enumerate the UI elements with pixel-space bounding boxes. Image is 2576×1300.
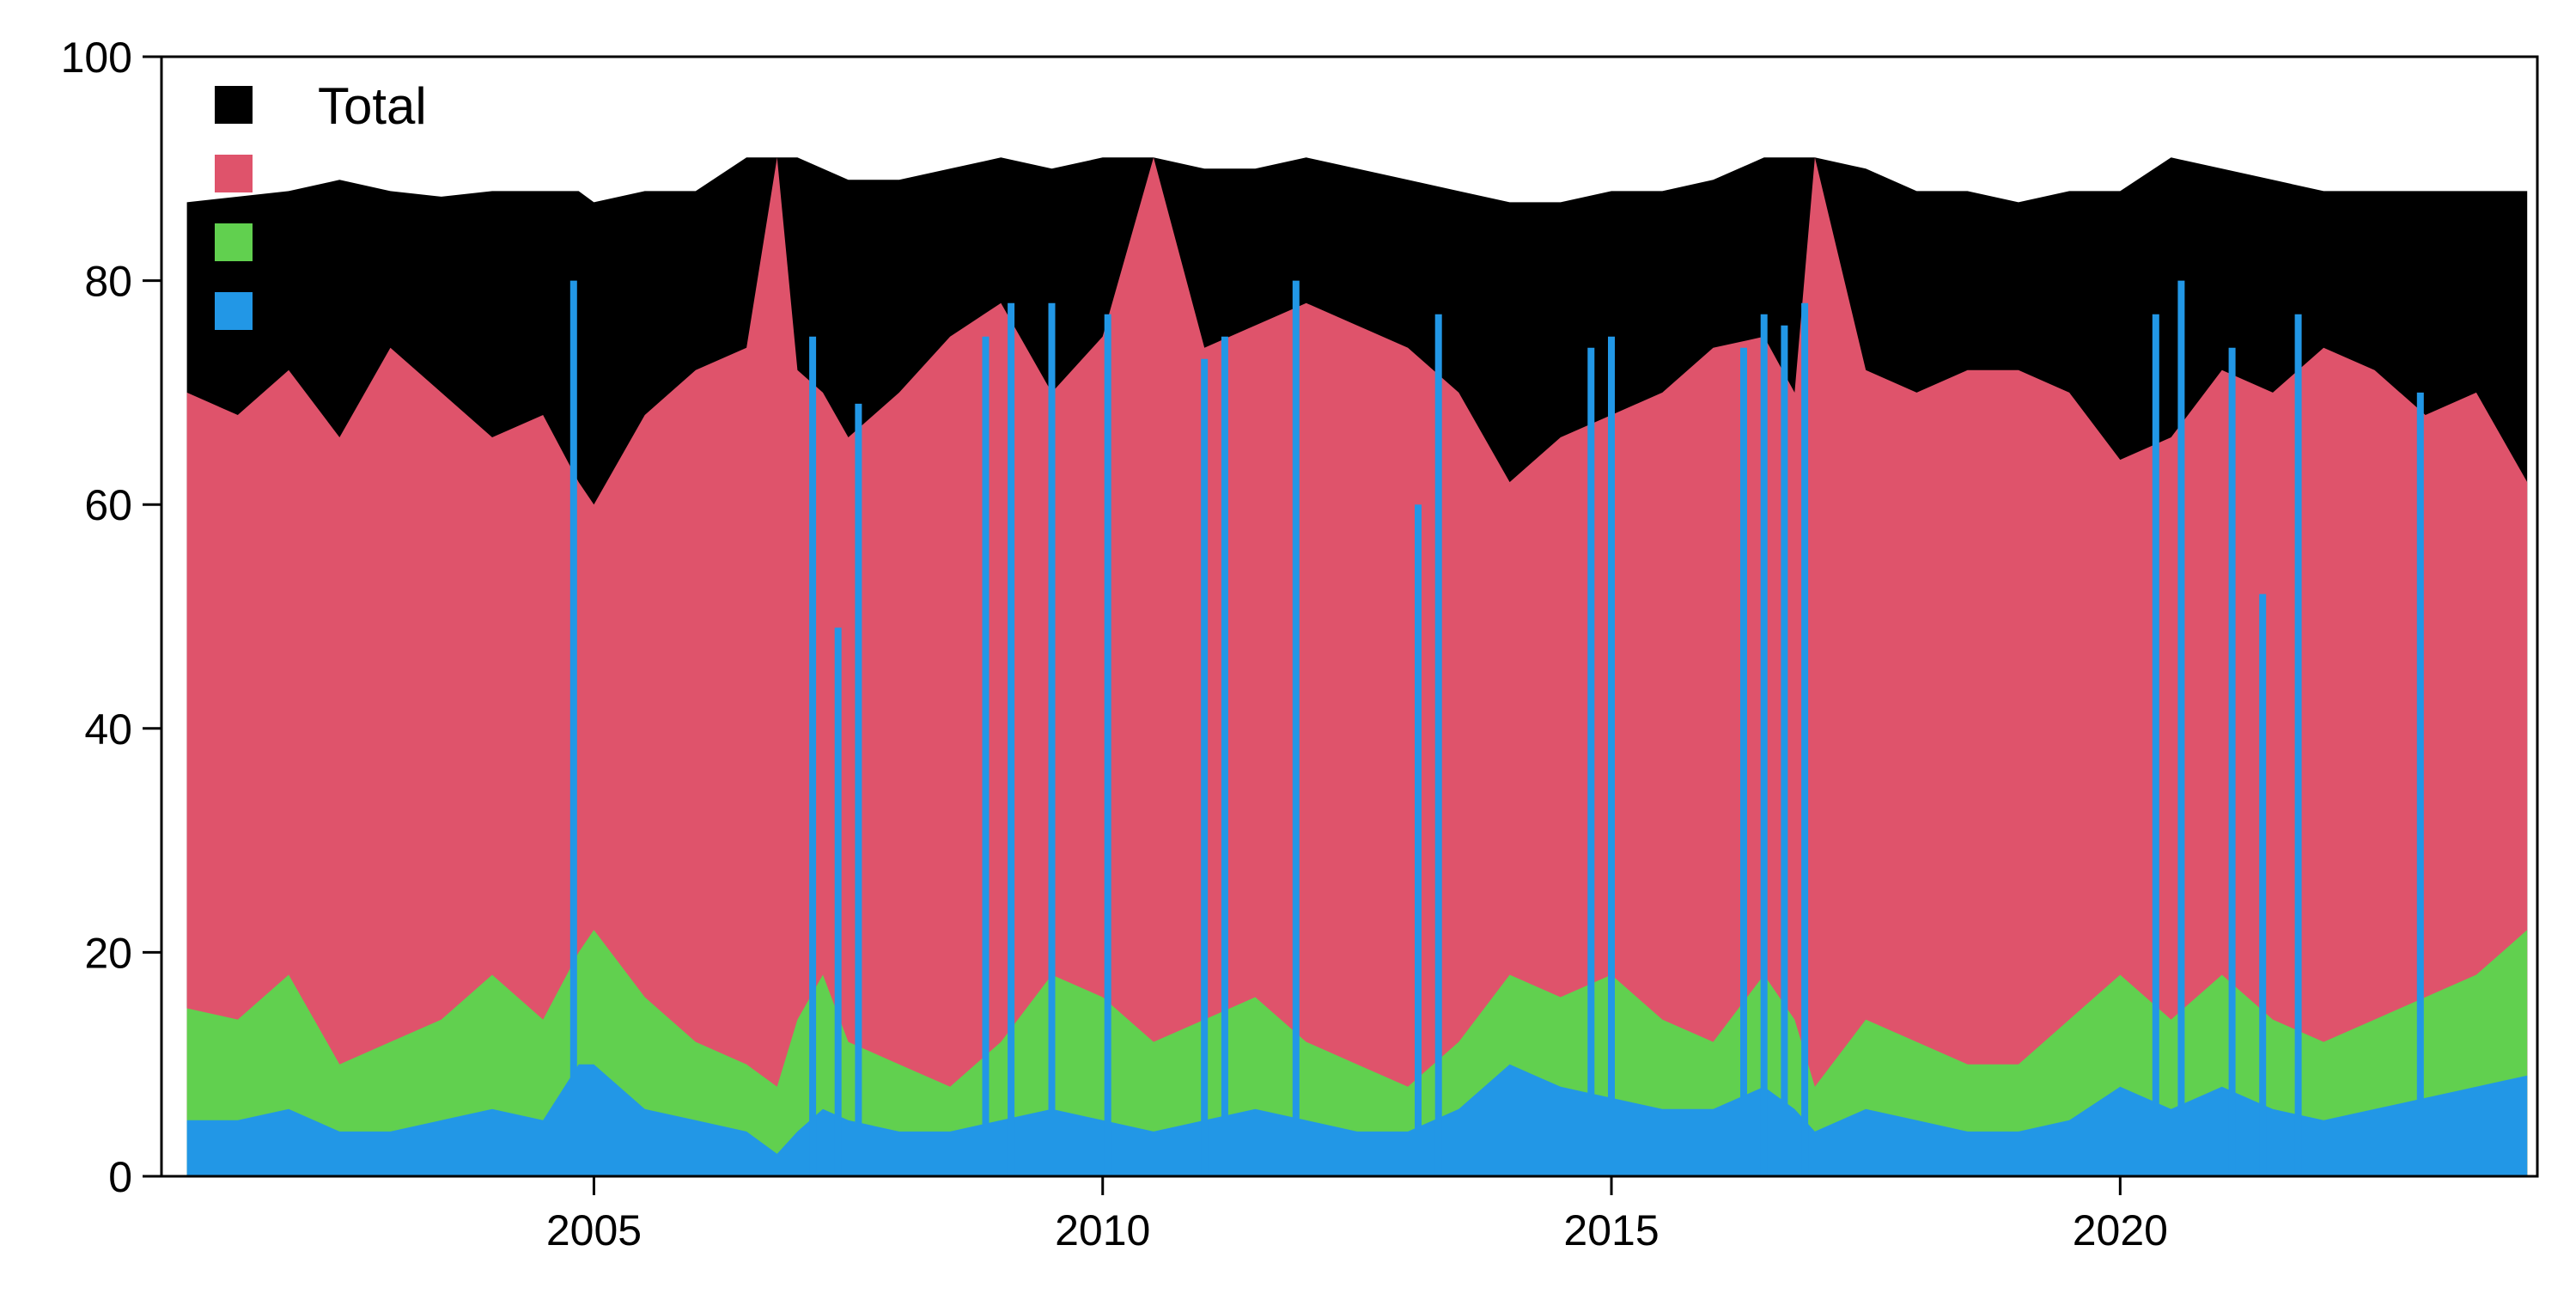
area-series-2	[186, 930, 2528, 1176]
legend: Total	[215, 77, 427, 330]
x-tick-label-2: 2015	[1563, 1206, 1659, 1254]
y-tick-label-5: 100	[61, 34, 132, 82]
y-tick-label-2: 40	[84, 705, 132, 754]
plot-frame	[160, 55, 2539, 1178]
spike-layer	[569, 280, 2424, 1176]
y-tick-label-3: 60	[84, 481, 132, 529]
x-tick-label-3: 2020	[2073, 1206, 2168, 1254]
plot-area	[186, 157, 2528, 1176]
legend-swatch-3	[215, 292, 253, 330]
area-series-3	[186, 1064, 2528, 1176]
y-tick-label-1: 20	[84, 929, 132, 977]
legend-swatch-2	[215, 223, 253, 261]
x-tick-label-1: 2010	[1055, 1206, 1150, 1254]
y-axis: 0 20 40 60 80 100	[61, 34, 161, 1201]
legend-swatch-0	[215, 86, 253, 124]
area-series-1	[186, 157, 2528, 1176]
x-tick-label-0: 2005	[546, 1206, 642, 1254]
x-axis: 2005 2010 2015 2020	[546, 1176, 2168, 1254]
y-tick-label-0: 0	[108, 1153, 132, 1201]
legend-label-0: Total	[318, 77, 427, 135]
legend-swatch-1	[215, 155, 253, 192]
y-tick-label-4: 80	[84, 258, 132, 306]
